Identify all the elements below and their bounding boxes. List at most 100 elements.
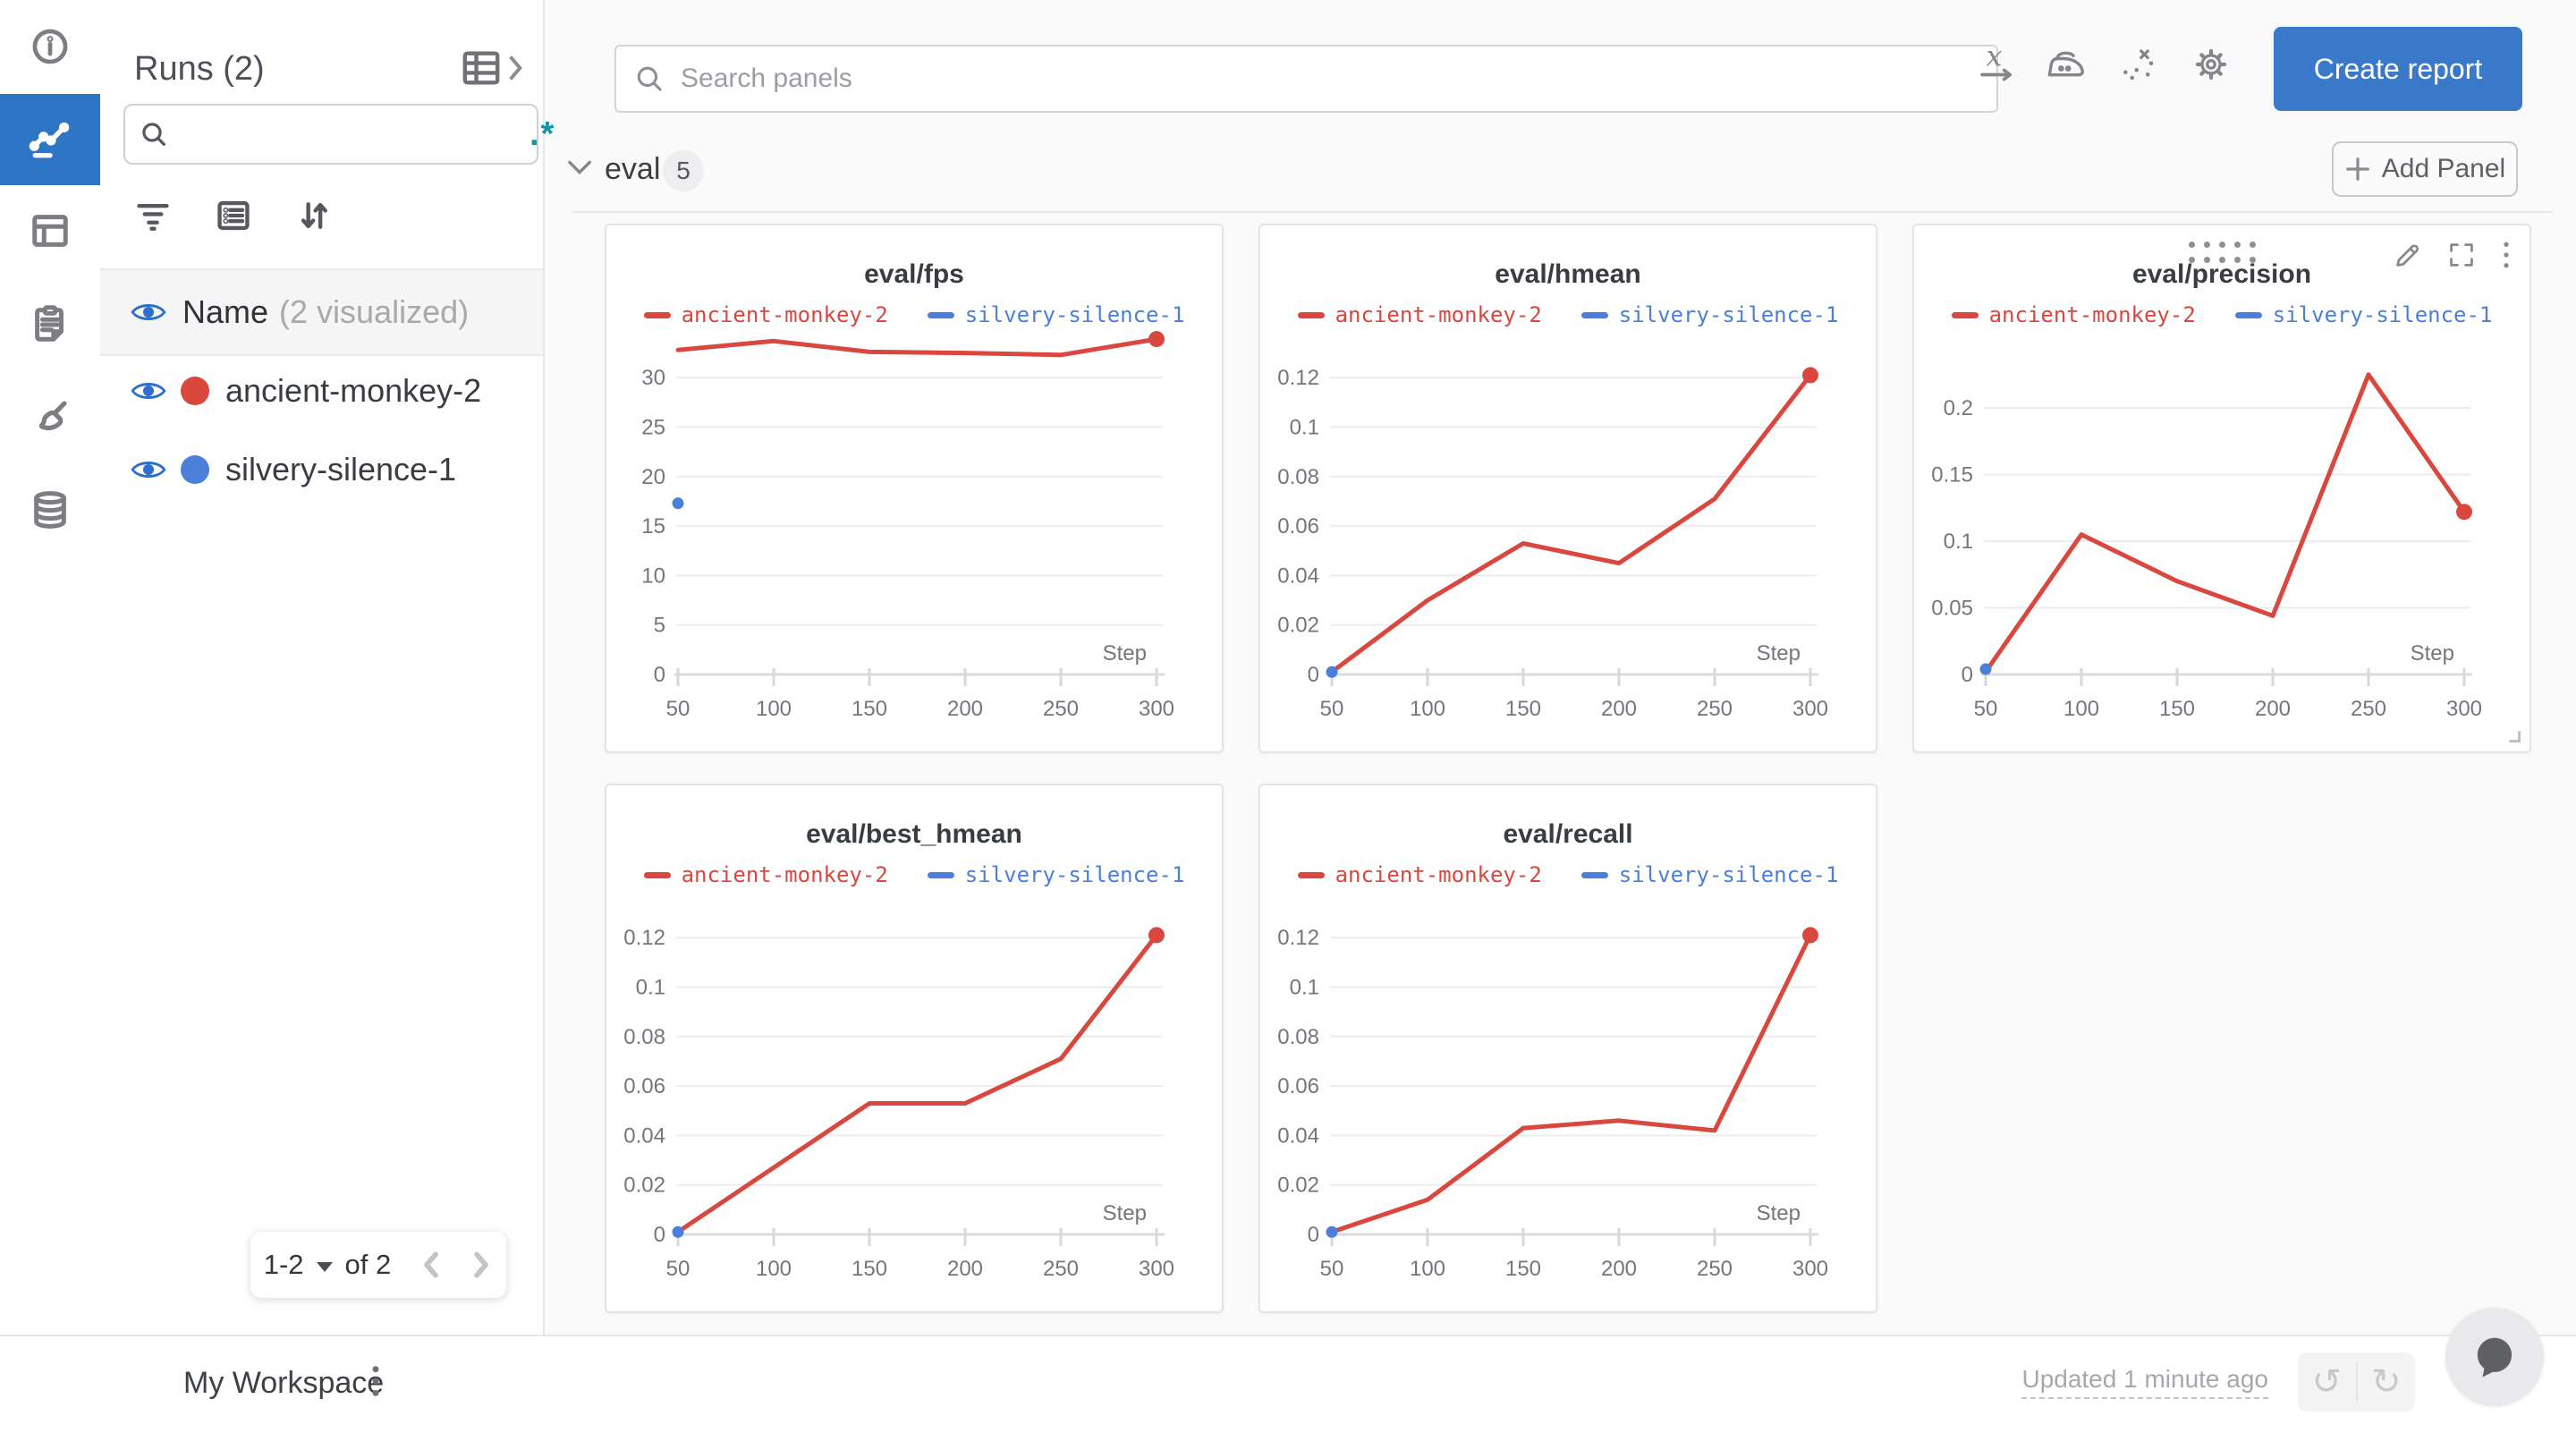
runs-search-input[interactable] (181, 118, 530, 150)
toggle-run-visibility-icon[interactable] (131, 455, 166, 484)
chart-panel[interactable]: eval/recall ancient-monkey-2 silvery-sile… (1258, 784, 1877, 1313)
info-icon (30, 27, 70, 66)
run-color-dot[interactable] (181, 455, 209, 484)
nav-logs-button[interactable] (0, 290, 100, 358)
svg-text:0.06: 0.06 (623, 1074, 665, 1098)
svg-text:50: 50 (1974, 697, 1998, 721)
chart-legend: ancient-monkey-2 silvery-silence-1 (606, 302, 1222, 327)
run-name-column-header[interactable]: Name (2 visualized) (100, 268, 543, 356)
chat-support-button[interactable] (2445, 1308, 2544, 1406)
legend-swatch-icon (1580, 871, 1608, 878)
nav-sweeps-button[interactable] (0, 384, 100, 452)
panel-resize-handle[interactable] (2506, 728, 2522, 744)
eye-icon[interactable] (131, 298, 166, 326)
svg-text:0.04: 0.04 (623, 1124, 665, 1148)
svg-text:Step: Step (1757, 641, 1801, 666)
runs-table-icon (462, 50, 501, 86)
run-row[interactable]: silvery-silence-1 (100, 430, 543, 509)
outliers-button[interactable] (2113, 39, 2163, 89)
run-name[interactable]: silvery-silence-1 (225, 451, 457, 488)
section-divider (572, 211, 2553, 213)
chart-panel[interactable]: eval/precision ancient-monkey-2 silvery-s… (1912, 224, 2531, 753)
legend-run-name: ancient-monkey-2 (681, 302, 888, 327)
nav-info-button[interactable] (0, 13, 100, 81)
redo-icon[interactable]: ↻ (2370, 1361, 2402, 1403)
edit-panel-icon[interactable] (2394, 241, 2422, 269)
workspace-name[interactable]: My Workspace (183, 1366, 385, 1400)
svg-text:300: 300 (2446, 697, 2482, 721)
plus-icon (2345, 157, 2369, 181)
sort-icon[interactable] (297, 199, 331, 233)
run-name[interactable]: ancient-monkey-2 (225, 372, 482, 409)
legend-run-name: ancient-monkey-2 (681, 862, 888, 887)
svg-text:0.02: 0.02 (623, 1174, 665, 1198)
svg-text:250: 250 (1697, 697, 1733, 721)
chart-panel[interactable]: eval/hmean ancient-monkey-2 silvery-silen… (1258, 224, 1877, 753)
smoothing-button[interactable] (2038, 39, 2089, 89)
legend-run-name: ancient-monkey-2 (1335, 862, 1542, 887)
workspace-menu-kebab-icon[interactable] (370, 1363, 381, 1399)
visualized-count-label: (2 visualized) (279, 293, 470, 330)
svg-text:0.02: 0.02 (1277, 614, 1319, 638)
svg-text:15: 15 (641, 514, 665, 538)
svg-text:100: 100 (756, 697, 792, 721)
undo-icon[interactable]: ↺ (2311, 1361, 2342, 1403)
x-axis-settings-button[interactable]: x (1971, 39, 2021, 89)
chart-title: eval/precision (2131, 259, 2312, 289)
chart-panel[interactable]: eval/best_hmean ancient-monkey-2 silvery-… (605, 784, 1224, 1313)
nav-artifacts-button[interactable] (0, 476, 100, 544)
expand-runs-table-button[interactable] (462, 50, 524, 86)
panel-menu-kebab-icon[interactable] (2501, 240, 2512, 270)
chart-title: eval/hmean (1495, 259, 1641, 289)
prev-page-button[interactable] (419, 1251, 443, 1278)
svg-text:150: 150 (852, 697, 887, 721)
legend-entry[interactable]: ancient-monkey-2 (1297, 862, 1542, 887)
last-updated-label[interactable]: Updated 1 minute ago (1959, 1365, 2268, 1399)
page-size-caret-icon[interactable] (316, 1261, 333, 1272)
svg-text:0.12: 0.12 (1277, 366, 1319, 390)
legend-entry[interactable]: ancient-monkey-2 (1297, 302, 1542, 327)
legend-swatch-icon (1580, 311, 1608, 318)
run-color-dot[interactable] (181, 377, 209, 405)
nav-runs-table-button[interactable] (0, 197, 100, 265)
legend-entry[interactable]: silvery-silence-1 (927, 302, 1184, 327)
next-page-button[interactable] (470, 1251, 493, 1278)
svg-text:100: 100 (2063, 697, 2099, 721)
legend-run-name: silvery-silence-1 (1618, 302, 1839, 327)
svg-text:200: 200 (1601, 697, 1637, 721)
panel-drag-handle-icon[interactable] (2188, 242, 2256, 263)
nav-workspace-button[interactable] (0, 94, 100, 185)
bottom-bar (0, 1335, 2576, 1433)
regex-toggle[interactable]: .* (530, 115, 556, 153)
legend-entry[interactable]: ancient-monkey-2 (643, 862, 888, 887)
run-list-settings-icon[interactable] (216, 200, 250, 231)
filter-icon[interactable] (136, 200, 170, 231)
panel-search-input[interactable] (679, 63, 1979, 95)
legend-entry[interactable]: ancient-monkey-2 (643, 302, 888, 327)
svg-text:25: 25 (641, 416, 665, 440)
add-panel-button[interactable]: Add Panel (2332, 141, 2518, 197)
svg-text:200: 200 (1601, 1257, 1637, 1281)
page-range-label[interactable]: 1-2 (263, 1249, 304, 1280)
create-report-button[interactable]: Create report (2274, 27, 2522, 111)
toggle-run-visibility-icon[interactable] (131, 377, 166, 405)
divider (2355, 1362, 2358, 1402)
workspace-settings-button[interactable] (2186, 39, 2236, 89)
svg-text:150: 150 (852, 1257, 887, 1281)
runs-panel-title: Runs (2) (134, 50, 265, 88)
legend-entry[interactable]: silvery-silence-1 (1580, 302, 1839, 327)
fullscreen-panel-icon[interactable] (2447, 241, 2476, 269)
svg-text:x: x (1986, 41, 2002, 72)
legend-entry[interactable]: silvery-silence-1 (1580, 862, 1838, 887)
legend-entry[interactable]: silvery-silence-1 (2234, 302, 2492, 327)
run-row[interactable]: ancient-monkey-2 (100, 352, 543, 430)
chart-panel[interactable]: eval/fps ancient-monkey-2 silvery-silence… (605, 224, 1224, 753)
line-chart-icon (28, 117, 72, 162)
legend-entry[interactable]: silvery-silence-1 (927, 862, 1184, 887)
section-title[interactable]: eval (605, 152, 661, 186)
legend-run-name: ancient-monkey-2 (1335, 302, 1542, 327)
collapse-section-icon[interactable] (567, 159, 592, 175)
svg-text:0: 0 (1962, 663, 1973, 687)
chart-title: eval/best_hmean (806, 819, 1022, 849)
legend-entry[interactable]: ancient-monkey-2 (1951, 302, 2196, 327)
